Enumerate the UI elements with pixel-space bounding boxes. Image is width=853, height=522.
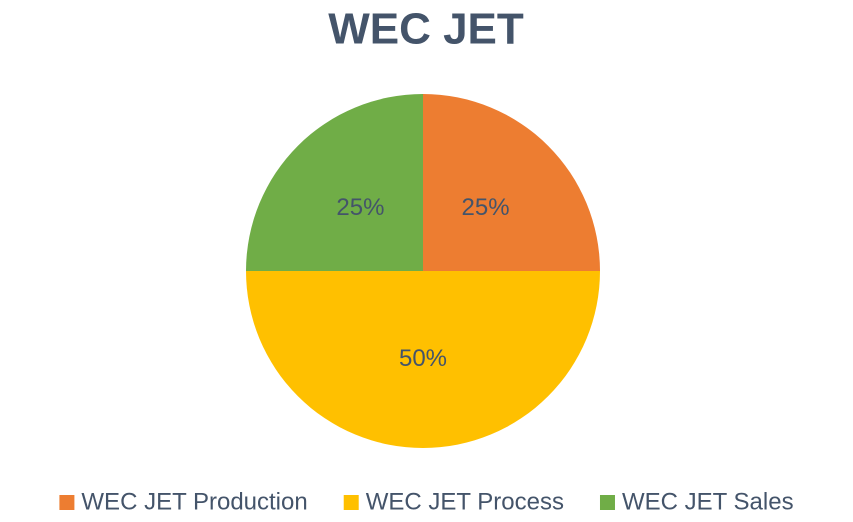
legend-label: WEC JET Process xyxy=(366,488,564,515)
legend-label: WEC JET Sales xyxy=(622,488,794,515)
pie-slice xyxy=(246,271,600,448)
legend-swatch xyxy=(59,495,75,510)
legend-label: WEC JET Production xyxy=(81,488,307,515)
pie-slice xyxy=(246,94,423,271)
chart-title: WEC JET xyxy=(328,5,524,54)
legend: WEC JET Production WEC JET Process WEC JET… xyxy=(59,488,794,515)
pie-slice xyxy=(423,94,600,271)
data-label: 50% xyxy=(399,345,447,372)
data-label: 25% xyxy=(336,194,384,221)
legend-swatch xyxy=(599,495,615,510)
legend-swatch xyxy=(343,495,359,510)
data-label: 25% xyxy=(462,194,510,221)
